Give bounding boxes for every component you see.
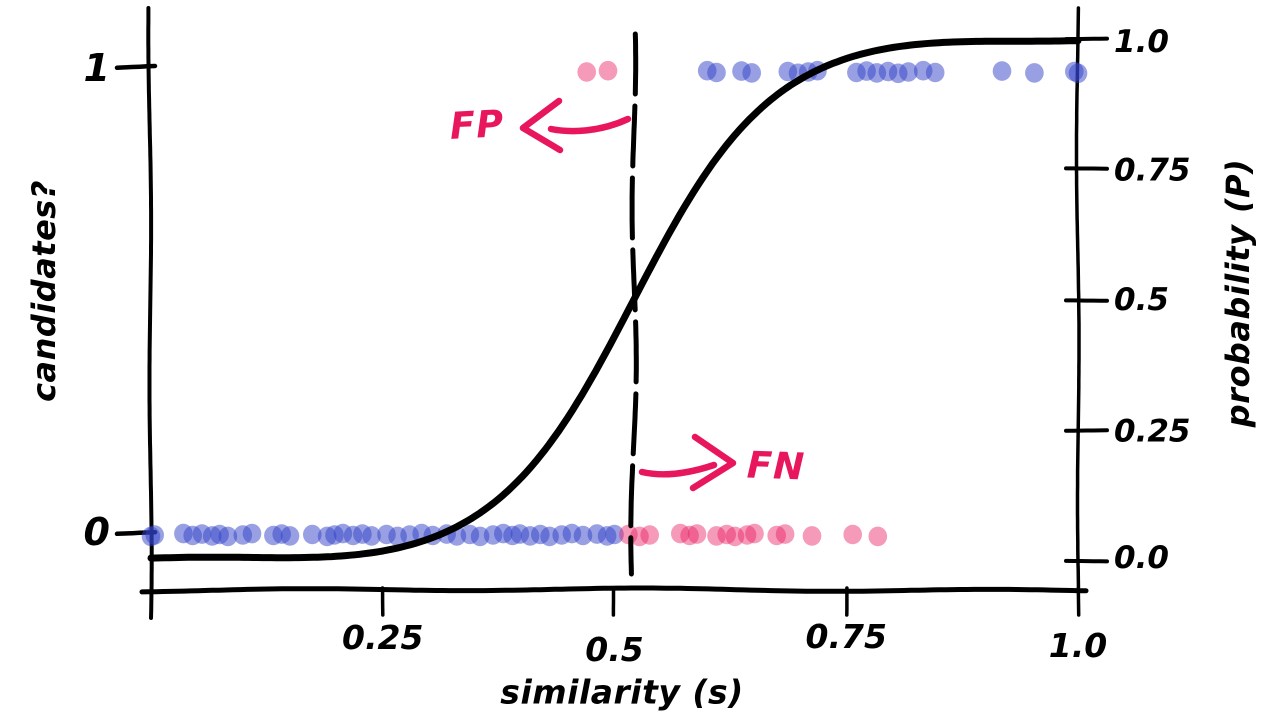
scatter-dot bbox=[745, 523, 764, 544]
fp-arrow-head bbox=[519, 97, 564, 154]
x-tick-label: 0.5 bbox=[585, 630, 643, 669]
scatter-dot bbox=[145, 525, 164, 545]
x-axis-title: similarity (s) bbox=[500, 672, 744, 712]
scatter-dot bbox=[630, 526, 649, 547]
scatter-dot bbox=[280, 526, 300, 546]
scatter-dot bbox=[707, 526, 726, 546]
scatter-dot bbox=[362, 526, 381, 546]
scatter-dot bbox=[680, 525, 699, 546]
right-y-tick-label: 0.75 bbox=[1114, 153, 1191, 189]
scatter-dot bbox=[925, 62, 945, 83]
scatter-dot bbox=[1025, 63, 1044, 83]
scatter-dot bbox=[992, 61, 1012, 81]
scatter-dot bbox=[742, 63, 761, 83]
scatter-dot bbox=[737, 525, 757, 545]
fn-arrow-head bbox=[689, 433, 737, 492]
scatter-dot bbox=[577, 62, 596, 82]
right-y-axis-title: probability (P) bbox=[1219, 158, 1257, 428]
scatter-dot bbox=[303, 524, 322, 545]
x-tick-label: 0.25 bbox=[342, 618, 423, 657]
left-axis-spine bbox=[146, 6, 154, 620]
scatter-dot bbox=[605, 524, 624, 545]
scatter-dot bbox=[573, 525, 593, 546]
scatter-dot bbox=[598, 60, 618, 81]
sigmoid-curve bbox=[147, 37, 1082, 562]
scatter-dot bbox=[725, 526, 745, 547]
threshold-line bbox=[628, 31, 639, 577]
scatter-dot bbox=[843, 524, 862, 545]
right-y-tick-label: 0.25 bbox=[1114, 414, 1191, 450]
left-y-tick-label: 0 bbox=[84, 510, 110, 554]
scatter-dot bbox=[717, 524, 736, 545]
x-tick-label: 0.75 bbox=[806, 617, 887, 656]
scatter-dot bbox=[1068, 63, 1088, 84]
scatter-dot bbox=[218, 526, 238, 547]
scatter-dot bbox=[242, 523, 262, 544]
scatter-dot bbox=[640, 525, 659, 545]
fn-annotation-label: FN bbox=[746, 443, 806, 489]
left-y-tick-label: 1 bbox=[84, 46, 110, 90]
scatter-dot bbox=[868, 526, 888, 547]
left-y-tick bbox=[114, 63, 158, 71]
scatter-dot bbox=[671, 523, 690, 544]
scatter-dot bbox=[687, 524, 707, 544]
scatter-dot bbox=[707, 62, 726, 83]
scatter-dot bbox=[775, 524, 795, 544]
right-y-tick-label: 0.0 bbox=[1114, 540, 1169, 576]
right-y-tick-label: 1.0 bbox=[1114, 24, 1169, 60]
right-y-tick-label: 0.5 bbox=[1114, 282, 1169, 318]
left-y-axis-title: candidates? bbox=[25, 180, 63, 402]
fp-annotation-label: FP bbox=[448, 102, 506, 148]
fn-arrow-shaft bbox=[638, 461, 718, 478]
scatter-dot bbox=[767, 525, 786, 546]
scatter-dot bbox=[802, 526, 822, 546]
right-y-tick bbox=[1064, 558, 1109, 564]
scatter-dot bbox=[899, 62, 918, 82]
fp-arrow-shaft bbox=[547, 115, 632, 135]
x-tick-label: 1.0 bbox=[1049, 626, 1107, 665]
